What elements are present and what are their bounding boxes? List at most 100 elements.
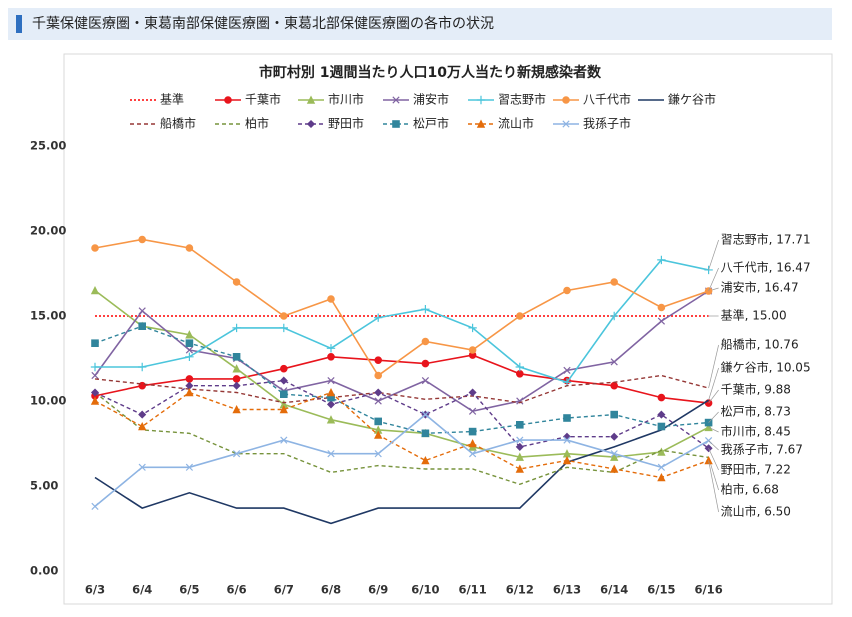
marker xyxy=(327,376,335,385)
chart-title: 市町村別 1週間当たり人口10万人当たり新規感染者数 xyxy=(259,64,602,81)
legend-label: 八千代市 xyxy=(583,92,631,107)
data-label: 船橋市, 10.76 xyxy=(721,337,799,352)
marker xyxy=(91,371,99,380)
marker xyxy=(610,311,619,321)
marker xyxy=(91,339,99,348)
marker xyxy=(421,410,430,419)
marker xyxy=(185,346,194,354)
marker xyxy=(185,330,194,339)
marker xyxy=(232,353,241,361)
marker xyxy=(327,295,335,303)
series-line xyxy=(94,413,709,508)
marker xyxy=(468,323,477,333)
marker xyxy=(374,388,383,397)
marker xyxy=(468,407,477,415)
marker xyxy=(515,362,524,372)
series-line xyxy=(94,289,709,458)
marker xyxy=(657,317,666,325)
x-tick-label: 6/6 xyxy=(226,583,246,597)
marker xyxy=(476,95,486,105)
marker xyxy=(279,312,288,320)
y-tick-label: 5.00 xyxy=(30,479,58,493)
x-tick-label: 6/15 xyxy=(647,583,675,597)
marker xyxy=(327,450,335,458)
leader-line xyxy=(708,460,719,513)
series-line xyxy=(94,399,710,525)
series-line xyxy=(94,379,710,449)
marker xyxy=(138,235,147,244)
marker xyxy=(421,455,430,465)
y-tick-label: 10.00 xyxy=(30,394,66,408)
marker xyxy=(563,366,571,375)
marker xyxy=(468,346,477,354)
marker xyxy=(185,387,194,397)
x-tick-label: 6/10 xyxy=(411,583,439,597)
marker xyxy=(515,421,524,429)
leader-line xyxy=(708,239,719,271)
chart-panel xyxy=(63,53,833,605)
series-line xyxy=(95,259,709,384)
series-line xyxy=(94,354,709,404)
data-label: 浦安市, 16.47 xyxy=(721,280,799,295)
marker xyxy=(374,417,383,426)
marker xyxy=(562,96,570,104)
marker xyxy=(610,278,619,286)
marker xyxy=(516,397,524,405)
data-label: 柏市, 6.68 xyxy=(721,482,779,497)
marker xyxy=(562,120,570,128)
data-label: 松戸市, 8.73 xyxy=(721,404,791,419)
marker xyxy=(91,502,99,511)
legend-label: 千葉市 xyxy=(245,92,281,107)
marker xyxy=(185,352,194,361)
marker xyxy=(306,119,316,129)
x-tick-label: 6/11 xyxy=(458,583,486,597)
x-tick-label: 6/8 xyxy=(321,583,341,597)
marker xyxy=(515,369,524,378)
series-line xyxy=(94,325,709,435)
marker xyxy=(476,119,486,128)
data-label: 市川市, 8.45 xyxy=(721,424,791,439)
marker xyxy=(562,455,572,465)
marker xyxy=(232,375,241,383)
marker xyxy=(657,422,666,431)
marker xyxy=(138,307,146,315)
marker xyxy=(421,376,430,385)
leader-line xyxy=(708,440,719,451)
legend-label: 流山市 xyxy=(498,116,534,131)
marker xyxy=(326,387,336,397)
marker xyxy=(280,390,288,399)
marker xyxy=(232,381,241,390)
marker xyxy=(374,430,383,439)
legend-label: 野田市 xyxy=(328,116,364,131)
legend-label: 船橋市 xyxy=(160,116,196,131)
marker xyxy=(326,400,336,409)
marker xyxy=(468,427,477,436)
marker xyxy=(185,244,194,252)
x-tick-label: 6/4 xyxy=(132,583,152,597)
series-line xyxy=(94,238,709,377)
marker xyxy=(657,472,666,482)
marker xyxy=(610,450,618,458)
marker xyxy=(185,463,194,471)
header-bar xyxy=(8,8,832,40)
marker xyxy=(516,436,524,444)
series-line xyxy=(94,374,709,404)
leader-line xyxy=(708,267,719,292)
marker xyxy=(468,450,477,458)
marker xyxy=(232,323,241,333)
y-tick-label: 25.00 xyxy=(30,139,66,153)
leader-line xyxy=(708,448,719,471)
page-title: 千葉保健医療圏・東葛南部保健医療圏・東葛北部保健医療圏の各市の状況 xyxy=(32,15,494,32)
marker xyxy=(392,120,400,128)
marker xyxy=(374,313,383,322)
marker xyxy=(138,410,147,419)
marker xyxy=(657,410,666,419)
marker xyxy=(610,358,618,366)
leader-line xyxy=(708,344,719,389)
x-tick-label: 6/9 xyxy=(368,583,388,597)
marker xyxy=(232,450,241,458)
marker xyxy=(90,285,100,295)
marker xyxy=(657,447,666,456)
marker xyxy=(515,464,524,473)
